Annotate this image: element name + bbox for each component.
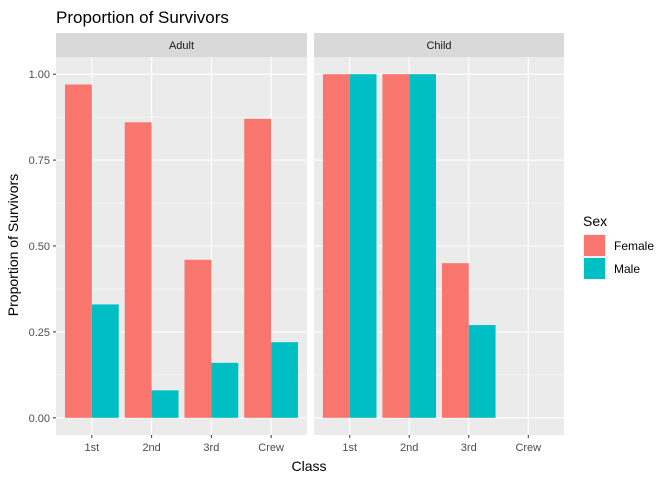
facet-panel-adult: Adult 1st 2nd 3rd Crew 0.00 0.25 0.50 0.75 1.00 bbox=[29, 33, 307, 454]
y-tick-label: 0.00 bbox=[29, 413, 50, 425]
x-tick-label: Crew bbox=[515, 442, 541, 454]
x-tick-label: 3rd bbox=[461, 442, 477, 454]
bar-female-1st bbox=[64, 84, 92, 418]
bar-female-2nd bbox=[382, 74, 410, 418]
bar-male-1st bbox=[91, 304, 119, 418]
legend-label-female: Female bbox=[614, 239, 654, 253]
x-tick-label: 1st bbox=[85, 442, 100, 454]
bar-female-3rd bbox=[184, 259, 212, 418]
bar-male-2nd bbox=[151, 390, 179, 418]
facet-strip-label: Adult bbox=[169, 40, 194, 52]
facet-panels: Adult 1st 2nd 3rd Crew 0.00 0.25 0.50 0.75 1.00 Ch… bbox=[29, 33, 564, 454]
x-tick-label: 2nd bbox=[400, 442, 418, 454]
bar-male-crew bbox=[271, 342, 299, 418]
legend: Sex Female Male bbox=[583, 213, 654, 280]
legend-key-male bbox=[584, 258, 605, 279]
bar-female-crew bbox=[244, 118, 272, 418]
y-tick-label: 0.75 bbox=[29, 155, 50, 167]
y-tick-label: 1.00 bbox=[29, 69, 50, 81]
x-tick-label: 2nd bbox=[142, 442, 160, 454]
bar-male-1st bbox=[349, 74, 377, 418]
facet-panel-child: Child 1st 2nd 3rd Crew bbox=[314, 33, 564, 454]
bar-female-3rd bbox=[441, 263, 469, 418]
bar-male-3rd bbox=[468, 325, 496, 418]
bar-female-1st bbox=[322, 74, 350, 418]
legend-title: Sex bbox=[583, 213, 607, 229]
chart-title: Proportion of Survivors bbox=[56, 8, 229, 27]
facet-strip-label: Child bbox=[426, 40, 451, 52]
bar-female-2nd bbox=[124, 122, 152, 418]
x-tick-label: Crew bbox=[258, 442, 284, 454]
x-tick-label: 1st bbox=[342, 442, 357, 454]
facet-strip bbox=[56, 33, 307, 57]
x-axis-title: Class bbox=[291, 458, 326, 474]
legend-key-female bbox=[584, 235, 605, 256]
bar-male-3rd bbox=[211, 362, 239, 418]
legend-label-male: Male bbox=[614, 262, 640, 276]
y-tick-label: 0.25 bbox=[29, 327, 50, 339]
y-tick-label: 0.50 bbox=[29, 241, 50, 253]
y-axis-title: Proportion of Survivors bbox=[5, 174, 21, 316]
facet-strip bbox=[314, 33, 564, 57]
x-tick-label: 3rd bbox=[203, 442, 219, 454]
bar-male-2nd bbox=[409, 74, 437, 418]
